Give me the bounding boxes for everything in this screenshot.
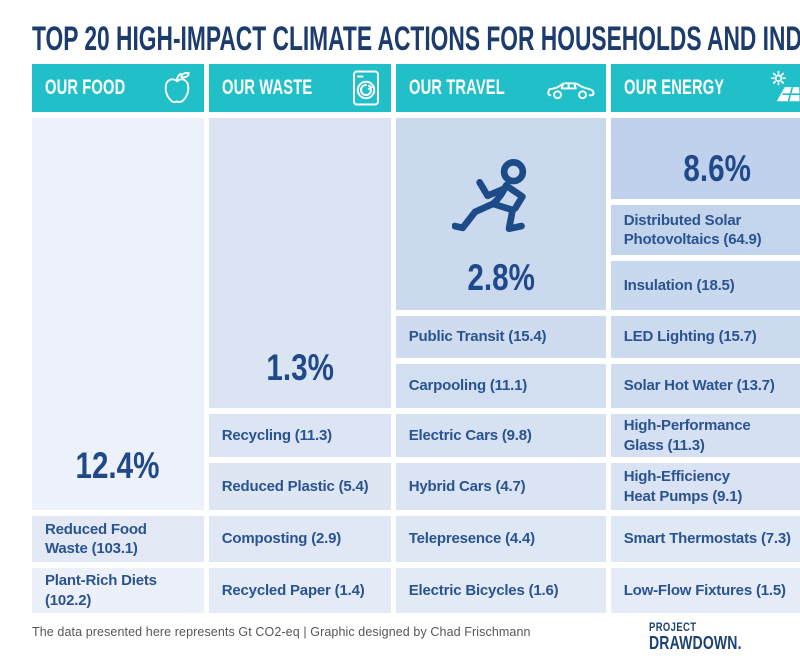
action-cell-electric-cars: Electric Cars (9.8) — [395, 414, 606, 457]
action-cell-solar-hot-water: Solar Hot Water (13.7) — [610, 364, 800, 408]
column-our-food: OUR FOOD 12.4% Reduced Food Waste (103.1… — [32, 64, 204, 613]
action-cell-reduced-plastic: Reduced Plastic (5.4) — [208, 463, 391, 510]
footer-note-credit: Graphic designed by Chad Frischmann — [310, 625, 531, 639]
actions-grid: OUR FOOD 12.4% Reduced Food Waste (103.1… — [32, 64, 800, 613]
logo-drawdown-text: DRAWDOWN. — [649, 633, 742, 654]
footer-note-data: The data presented here represents Gt CO… — [32, 625, 300, 639]
column-our-energy: OUR ENERGY 8.6% Distribute — [610, 64, 800, 613]
action-cell-electric-bicycles: Electric Bicycles (1.6) — [395, 568, 606, 613]
column-header-energy: OUR ENERGY — [610, 64, 800, 112]
page-title: TOP 20 HIGH-IMPACT CLIMATE ACTIONS FOR H… — [32, 20, 800, 58]
action-cell-smart-thermostats: Smart Thermostats (7.3) — [610, 516, 800, 562]
action-cell-high-performance-glass: High-Performance Glass (11.3) — [610, 414, 800, 457]
footer: The data presented here represents Gt CO… — [32, 622, 768, 654]
column-header-label: OUR FOOD — [45, 76, 126, 99]
runner-icon — [451, 159, 526, 233]
action-cell-composting: Composting (2.9) — [208, 516, 391, 562]
column-header-food: OUR FOOD — [32, 64, 204, 112]
waste-percent: 1.3% — [266, 347, 334, 388]
action-cell-telepresence: Telepresence (4.4) — [395, 516, 606, 562]
column-header-label: OUR ENERGY — [623, 76, 724, 99]
action-cell-distributed-solar: Distributed Solar Photovoltaics (64.9) — [610, 205, 800, 255]
column-header-label: OUR TRAVEL — [408, 76, 505, 99]
action-cell-carpooling: Carpooling (11.1) — [395, 364, 606, 408]
action-cell-insulation: Insulation (18.5) — [610, 261, 800, 310]
footer-note: The data presented here represents Gt CO… — [32, 622, 531, 639]
travel-percent: 2.8% — [466, 257, 535, 298]
action-cell-led-lighting: LED Lighting (15.7) — [610, 316, 800, 358]
energy-percent: 8.6% — [683, 148, 751, 189]
action-cell-low-flow-fixtures: Low-Flow Fixtures (1.5) — [610, 568, 800, 613]
energy-summary-cell: 8.6% — [610, 118, 800, 199]
action-cell-reduced-food-waste: Reduced Food Waste (103.1) — [32, 516, 204, 562]
action-cell-plant-rich-diets: Plant-Rich Diets (102.2) — [32, 568, 204, 613]
travel-summary-cell: 2.8% — [395, 118, 606, 310]
food-summary-cell: 12.4% — [32, 118, 204, 510]
car-icon — [546, 81, 595, 99]
logo-project-text: PROJECT — [649, 622, 697, 634]
washing-machine-icon — [352, 70, 379, 106]
solar-panel-icon — [770, 70, 800, 102]
project-drawdown-logo: PROJECT DRAWDOWN. — [649, 622, 768, 654]
waste-summary-cell: 1.3% — [208, 118, 391, 408]
action-cell-public-transit: Public Transit (15.4) — [395, 316, 606, 358]
column-header-travel: OUR TRAVEL — [395, 64, 606, 112]
action-cell-recycling: Recycling (11.3) — [208, 414, 391, 457]
food-percent: 12.4% — [75, 445, 160, 486]
column-header-waste: OUR WASTE — [208, 64, 391, 112]
apple-icon — [164, 71, 190, 104]
column-our-waste: OUR WASTE 1.3% Recycling (11.3) Reduced … — [208, 64, 391, 613]
column-header-label: OUR WASTE — [221, 76, 313, 99]
title-bar: TOP 20 HIGH-IMPACT CLIMATE ACTIONS FOR H… — [0, 0, 800, 62]
action-cell-high-efficiency-heat-pumps: High-Efficiency Heat Pumps (9.1) — [610, 463, 800, 510]
footer-note-separator: | — [303, 625, 307, 639]
action-cell-recycled-paper: Recycled Paper (1.4) — [208, 568, 391, 613]
action-cell-hybrid-cars: Hybrid Cars (4.7) — [395, 463, 606, 510]
column-our-travel: OUR TRAVEL 2.8% — [395, 64, 606, 613]
